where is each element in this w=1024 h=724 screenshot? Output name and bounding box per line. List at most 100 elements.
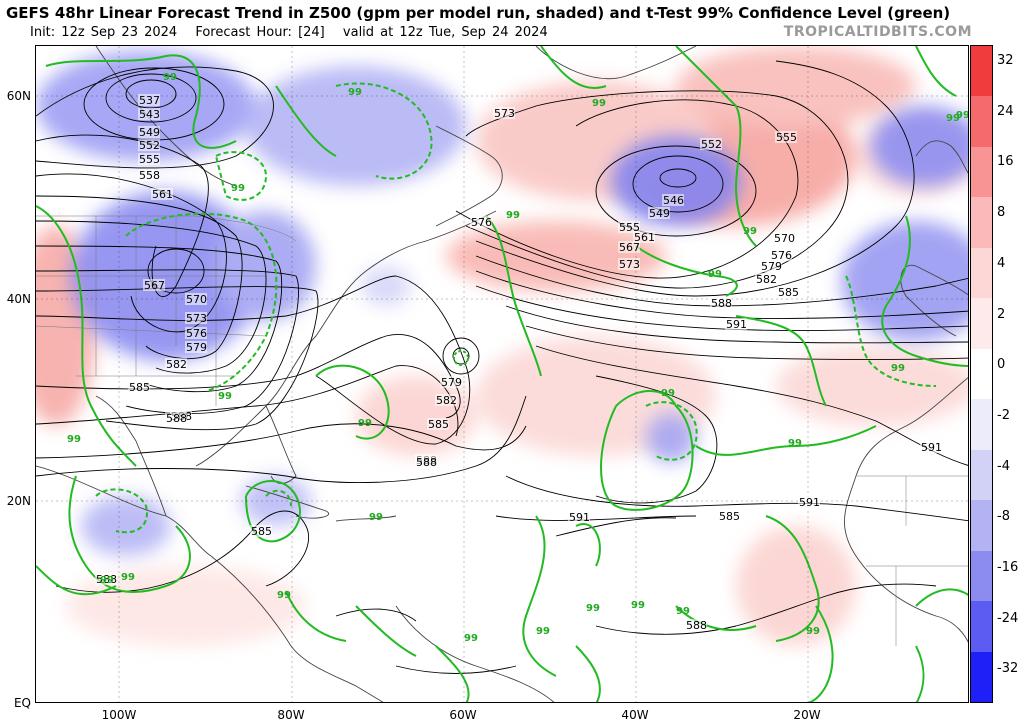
colorbar-segment (971, 298, 993, 350)
lon-label-60w: 60W (449, 708, 477, 722)
contour-label: 573 (186, 312, 207, 325)
confidence-label: 99 (277, 590, 291, 601)
colorbar-label: 2 (997, 306, 1006, 322)
contour-label: 567 (619, 241, 640, 254)
contour-label-bg (185, 293, 207, 305)
contour-label-bg (138, 126, 160, 138)
contour-label: 576 (771, 249, 792, 262)
contour-label: 552 (701, 138, 722, 151)
lon-label-100w: 100W (101, 708, 137, 722)
contour-label-bg (440, 376, 462, 388)
contour-label-bg (165, 412, 187, 424)
colorbar-segment (971, 399, 993, 451)
contour-label-bg (725, 318, 747, 330)
contour-label-bg (618, 258, 640, 270)
contour-label: 585 (778, 286, 799, 299)
contour-label-bg (710, 297, 732, 309)
contour-label: 555 (776, 131, 797, 144)
lon-label-80w: 80W (277, 708, 305, 722)
colorbar-label: 24 (997, 103, 1014, 119)
contour-label-bg (470, 216, 492, 228)
contour-label: 588 (686, 619, 707, 632)
confidence-label: 99 (631, 600, 645, 611)
contour-label-bg (718, 510, 740, 522)
contour-label: 591 (799, 496, 820, 509)
brand-watermark: TROPICALTIDBITS.COM (783, 24, 972, 40)
map-title: GEFS 48hr Linear Forecast Trend in Z500 … (6, 4, 951, 22)
lon-label-20w: 20W (793, 708, 821, 722)
confidence-label: 99 (708, 269, 722, 280)
confidence-label: 99 (536, 626, 550, 637)
contour-label-bg (493, 107, 515, 119)
contour-label-bg (138, 108, 160, 120)
contour-label-bg (618, 221, 640, 233)
coastlines (36, 46, 968, 702)
forecast-map[interactable]: 537 543 549 552 555 558 561 567 570 573 576 579 582 5… (35, 45, 969, 703)
contour-label: 570 (774, 232, 795, 245)
colorbar-segment (971, 247, 993, 299)
contour-label: 591 (569, 511, 590, 524)
confidence-label: 99 (358, 418, 372, 429)
contour-label: 552 (139, 139, 160, 152)
contour-label: 579 (441, 376, 462, 389)
colorbar-segment (971, 601, 993, 653)
contour-label-bg (138, 153, 160, 165)
contour-label-bg (185, 341, 207, 353)
colorbar-label: -16 (997, 560, 1019, 575)
contour-label-bg (250, 525, 272, 537)
confidence-label: 99 (586, 603, 600, 614)
contour-label-bg (568, 511, 590, 523)
colorbar-label: -4 (997, 458, 1010, 474)
colorbar-label: -2 (997, 407, 1010, 423)
contour-label-bg (618, 241, 640, 253)
contour-label-bg (760, 260, 782, 272)
colorbar-label: 0 (997, 357, 1006, 373)
contour-label-bg (633, 231, 655, 243)
contour-label: 588 (711, 297, 732, 310)
confidence-label: 99 (100, 575, 114, 586)
confidence-label: 99 (218, 391, 232, 402)
colorbar-label: -24 (997, 610, 1019, 626)
colorbar-frame (970, 45, 993, 703)
init-time: Init: 12z Sep 23 2024 (30, 25, 178, 40)
contour-label: 582 (436, 394, 457, 407)
contour-label-bg (165, 358, 187, 370)
confidence-label: 99 (788, 438, 802, 449)
confidence-label: 99 (464, 633, 478, 644)
confidence-label: 99 (592, 98, 606, 109)
colorbar-label: 4 (997, 255, 1006, 271)
colorbar-segment (971, 449, 993, 501)
contour-label-bg (143, 279, 165, 291)
confidence-label: 99 (676, 606, 690, 617)
contour-label: 579 (761, 260, 782, 273)
contour-label-bg (648, 207, 670, 219)
contour-label: 585 (428, 418, 449, 431)
contour-label-bg (435, 394, 457, 406)
confidence-label: 99 (506, 210, 520, 221)
confidence-label: 99 (348, 87, 362, 98)
colorbar-segment (971, 651, 993, 703)
contour-label-bg (685, 619, 707, 631)
contour-label: 561 (634, 231, 655, 244)
colorbar-segment (971, 96, 993, 148)
confidence-label: 99 (661, 388, 675, 399)
contour-label: 573 (619, 258, 640, 271)
lon-label-40w: 40W (621, 708, 649, 722)
contour-label: 561 (152, 188, 173, 201)
contour-label-bg (700, 138, 722, 150)
colorbar-segment (971, 550, 993, 602)
contour-label-bg (773, 232, 795, 244)
contour-label-bg (128, 381, 150, 393)
contour-label-bg (185, 327, 207, 339)
contour-label-bg (151, 188, 173, 200)
contour-label: 546 (663, 194, 684, 207)
contour-label-bg (427, 418, 449, 430)
map-subtitle: Init: 12z Sep 23 2024 Forecast Hour: [24… (30, 25, 560, 40)
contour-label: 555 (619, 221, 640, 234)
contour-label: 585 (719, 510, 740, 523)
contour-label-bg (770, 249, 792, 261)
colorbar-label: -32 (997, 661, 1019, 677)
contour-label-bg (798, 496, 820, 508)
contour-label: 567 (144, 279, 165, 292)
contour-label: 585 (129, 381, 150, 394)
